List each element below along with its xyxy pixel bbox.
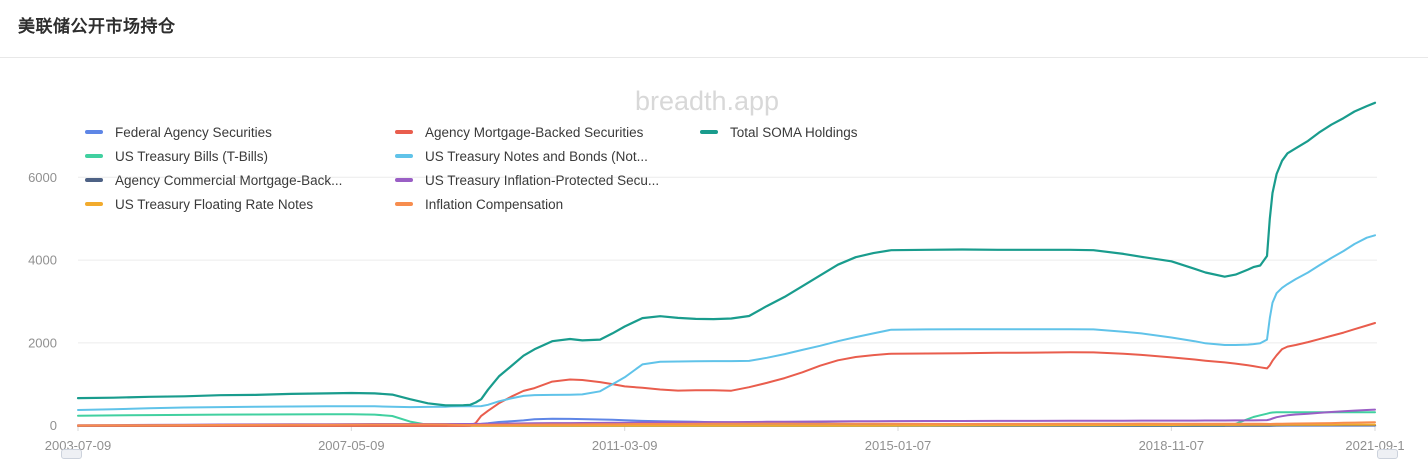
legend-item-frn[interactable]: US Treasury Floating Rate Notes (85, 192, 342, 216)
legend-item-notes_bonds[interactable]: US Treasury Notes and Bonds (Not... (395, 144, 659, 168)
legend-marker-t_bills (85, 154, 103, 158)
legend-column-1: Federal Agency Securities US Treasury Bil… (85, 120, 342, 216)
legend-label-agency_mbs: Agency Mortgage-Backed Securities (425, 125, 643, 140)
legend-label-t_bills: US Treasury Bills (T-Bills) (115, 149, 268, 164)
legend-label-frn: US Treasury Floating Rate Notes (115, 197, 313, 212)
datazoom-handle-right[interactable] (1377, 449, 1398, 459)
legend-marker-agency_mbs (395, 130, 413, 134)
y-axis-label: 6000 (28, 170, 57, 185)
legend-label-notes_bonds: US Treasury Notes and Bonds (Not... (425, 149, 648, 164)
legend-marker-inflation_comp (395, 202, 413, 206)
legend-column-3: Total SOMA Holdings (700, 120, 858, 144)
legend-label-tips: US Treasury Inflation-Protected Secu... (425, 173, 659, 188)
legend-marker-federal_agency (85, 130, 103, 134)
x-axis-label: 2018-11-07 (1139, 438, 1205, 453)
legend-marker-agency_cmbs (85, 178, 103, 182)
legend-label-federal_agency: Federal Agency Securities (115, 125, 272, 140)
legend-item-agency_cmbs[interactable]: Agency Commercial Mortgage-Back... (85, 168, 342, 192)
x-axis-label: 2007-05-09 (318, 438, 385, 453)
legend-column-2: Agency Mortgage-Backed Securities US Trea… (395, 120, 659, 216)
series-line-notes_bonds (78, 235, 1375, 410)
legend-label-total_soma: Total SOMA Holdings (730, 125, 858, 140)
x-axis-label: 2015-01-07 (865, 438, 932, 453)
legend-marker-frn (85, 202, 103, 206)
legend-item-federal_agency[interactable]: Federal Agency Securities (85, 120, 342, 144)
y-axis-label: 2000 (28, 335, 57, 350)
legend-marker-total_soma (700, 130, 718, 134)
legend-item-inflation_comp[interactable]: Inflation Compensation (395, 192, 659, 216)
legend-marker-notes_bonds (395, 154, 413, 158)
legend-item-t_bills[interactable]: US Treasury Bills (T-Bills) (85, 144, 342, 168)
legend-item-total_soma[interactable]: Total SOMA Holdings (700, 120, 858, 144)
x-axis-label: 2011-03-09 (592, 438, 658, 453)
y-axis-label: 0 (50, 418, 57, 433)
legend-label-agency_cmbs: Agency Commercial Mortgage-Back... (115, 173, 342, 188)
legend-item-tips[interactable]: US Treasury Inflation-Protected Secu... (395, 168, 659, 192)
legend-label-inflation_comp: Inflation Compensation (425, 197, 563, 212)
legend-item-agency_mbs[interactable]: Agency Mortgage-Backed Securities (395, 120, 659, 144)
y-axis-label: 4000 (28, 253, 57, 268)
legend-marker-tips (395, 178, 413, 182)
datazoom-handle-left[interactable] (61, 449, 82, 459)
